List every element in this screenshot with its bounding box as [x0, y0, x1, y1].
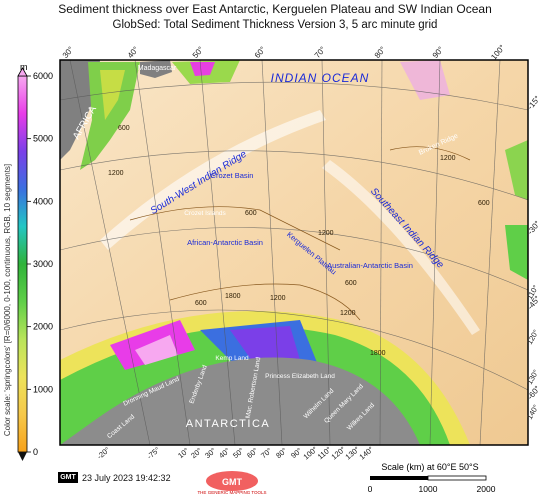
colorbar-rect — [17, 75, 28, 453]
map-subtitle: GlobSed: Total Sediment Thickness Versio… — [112, 19, 438, 31]
scale-segment-2 — [427, 475, 487, 481]
scale-title: Scale (km) at 60°E 50°S — [381, 462, 478, 472]
margin-band — [135, 335, 178, 365]
longitude-label: 50° — [231, 446, 245, 460]
contour-label: 600 — [118, 125, 130, 132]
longitude-label: 40° — [217, 446, 231, 460]
scale-ticks: 0 1000 2000 — [368, 484, 496, 494]
label-crozet-islands: Crozet Islands — [184, 210, 226, 217]
longitude-label: 30° — [203, 446, 217, 460]
longitude-label: 90° — [431, 45, 446, 60]
contour-label: 1200 — [108, 170, 124, 177]
contour-label: 1200 — [270, 295, 286, 302]
colorbar-label: Color scale: 'springcolors' [R=0/6000, 0… — [3, 164, 12, 436]
contour-label: 1800 — [225, 293, 241, 300]
sediment-patch — [505, 225, 528, 280]
colorbar-unit: m — [20, 62, 28, 72]
graticule-labels-bottom: -20° -75° 10°20° 30° 40° 50° 60° 70° 80° 90°100°1… — [95, 445, 375, 462]
sediment-patch — [190, 62, 215, 76]
scale-tick-label: 0 — [368, 484, 373, 494]
colorbar-bottom-arrow — [18, 452, 27, 461]
antarctica-land — [60, 357, 420, 445]
timestamp: 23 July 2023 19:42:32 — [82, 473, 171, 483]
scale-tick-label: 1000 — [419, 484, 438, 494]
colorbar-tick-label: 3000 — [33, 259, 53, 269]
label-crozet-basin: Crozet Basin — [211, 171, 254, 180]
colorbar-tick-label: 2000 — [33, 322, 53, 332]
contour-label: 600 — [478, 200, 490, 207]
label-african-antarctic-basin: African-Antarctic Basin — [187, 238, 263, 247]
longitude-label: 30° — [61, 45, 76, 60]
contour-label: 1800 — [370, 350, 386, 357]
gmt-badge: GMT — [58, 472, 78, 483]
madagascar-land — [140, 60, 172, 78]
longitude-label: 60° — [245, 446, 259, 460]
colorbar-tick-label: 6000 — [33, 71, 53, 81]
longitude-label: 90° — [289, 446, 303, 460]
margin-band — [230, 326, 300, 365]
map-area — [60, 60, 528, 445]
contour-label: 1200 — [318, 230, 334, 237]
longitude-label: 80° — [373, 45, 388, 60]
graticule — [60, 60, 528, 445]
contour-label: 1200 — [340, 310, 356, 317]
longitude-label: -20° — [95, 445, 111, 461]
longitude-label: 50° — [191, 45, 206, 60]
colorbar-top-arrow — [17, 67, 28, 77]
sediment-patch — [400, 60, 450, 100]
longitude-label: 60° — [253, 45, 268, 60]
longitude-label: 20° — [189, 446, 203, 460]
gmt-logo-text: GMT — [222, 477, 242, 487]
label-princess-elizabeth-land: Princess Elizabeth Land — [265, 373, 335, 380]
longitude-label: 70° — [259, 446, 273, 460]
sw-ridge-shade — [100, 110, 326, 250]
scale-tick-label: 2000 — [477, 484, 496, 494]
scale-segment-1 — [370, 476, 428, 480]
contour-label: 600 — [345, 280, 357, 287]
contour-label: 600 — [245, 210, 257, 217]
sediment-patch — [505, 140, 528, 200]
colorbar: m 0 1000 2000 3000 4000 5000 6000 Color scale:… — [3, 62, 53, 461]
gmt-logo-area: GMT THE GENERIC MAPPING TOOLS — [197, 471, 267, 495]
label-kemp-land: Kemp Land — [215, 355, 249, 362]
colorbar-tick-label: 4000 — [33, 196, 53, 206]
label-antarctica: ANTARCTICA — [186, 418, 270, 430]
longitude-label: 140° — [358, 445, 376, 462]
map-frame — [59, 59, 529, 446]
longitude-label: 40° — [126, 45, 141, 60]
map-title: Sediment thickness over East Antarctic, … — [58, 2, 492, 16]
sediment-patch — [80, 62, 140, 170]
label-madagascar: Madagascar — [138, 65, 177, 72]
longitude-label: 80° — [274, 446, 288, 460]
label-australian-antarctic-basin: Australian-Antarctic Basin — [327, 261, 413, 270]
sediment-patch — [100, 70, 125, 120]
colorbar-tick-label: 1000 — [33, 384, 53, 394]
contour-label: 600 — [195, 300, 207, 307]
se-ridge-shade — [322, 160, 480, 335]
longitude-label: -75° — [145, 445, 161, 461]
scale-bar: Scale (km) at 60°E 50°S 0 1000 2000 — [368, 462, 496, 494]
colorbar-tick-label: 5000 — [33, 134, 53, 144]
gmt-logo-subtitle: THE GENERIC MAPPING TOOLS — [197, 490, 266, 495]
gmt-globe-logo — [206, 471, 258, 491]
longitude-label: 100° — [489, 43, 507, 61]
contour-labels: 600 1200 1800 1200 600 600 1200 600 1200 1800 1200… — [108, 125, 490, 357]
graticule-labels-top: 30° 40° 50° 60° 70° 80° 90° 100° — [61, 43, 507, 61]
contours — [129, 146, 471, 321]
contour-label: 1200 — [440, 155, 456, 162]
longitude-label: 70° — [313, 45, 328, 60]
colorbar-tick-label: 0 — [33, 447, 38, 457]
label-indian-ocean: INDIAN OCEAN — [271, 71, 370, 85]
colorbar-ticks: 0 1000 2000 3000 4000 5000 6000 — [27, 71, 53, 457]
